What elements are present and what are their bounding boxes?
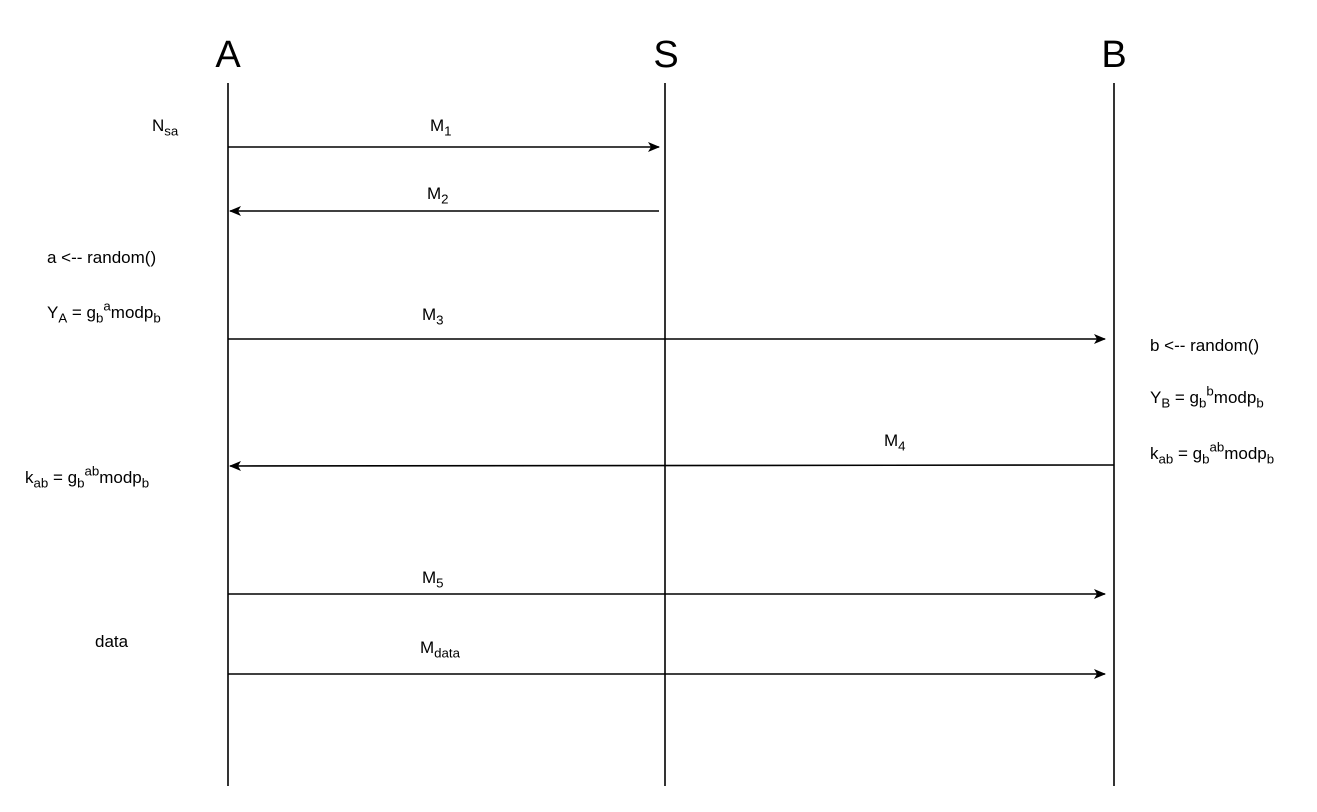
note-left-kab-k: k — [25, 468, 34, 487]
label-m3-sub: 3 — [436, 312, 444, 328]
note-yb-mod: modp — [1213, 388, 1257, 407]
note-left-kab-eq: = g — [48, 468, 78, 487]
note-right-kab-mod: modp — [1224, 444, 1267, 463]
label-m4-sub: 4 — [898, 438, 906, 454]
note-left-kab-mod: modp — [99, 468, 142, 487]
note-left-kab-p-sub: b — [141, 475, 150, 491]
note-nsa: Nsa — [152, 116, 178, 138]
label-m2-sub: 2 — [441, 191, 449, 207]
label-m3-base: M — [422, 305, 437, 324]
note-yb-g-sub: b — [1199, 395, 1207, 411]
note-yb-y-sub: B — [1161, 395, 1171, 411]
note-nsa-base: N — [152, 116, 165, 135]
label-m2: M2 — [427, 184, 449, 206]
label-m1-base: M — [430, 116, 445, 135]
party-b: B — [1101, 34, 1127, 76]
note-right-kab-k-sub: ab — [1158, 451, 1174, 467]
note-left-kab-exp: ab — [84, 463, 100, 479]
note-right-kab: kab = gbabmodpb — [1150, 441, 1274, 466]
label-m4: M4 — [884, 431, 906, 453]
label-m1-sub: 1 — [444, 123, 452, 139]
note-b-random: b <-- random() — [1150, 336, 1260, 355]
note-left-kab: kab = gbabmodpb — [25, 465, 149, 490]
party-s: S — [653, 34, 679, 76]
note-ya-y-sub: A — [58, 310, 68, 326]
label-m5: M5 — [422, 568, 444, 590]
note-yb: YB = gbbmodpb — [1150, 385, 1264, 410]
note-yb-eq: = g — [1170, 388, 1200, 407]
party-a: A — [215, 34, 241, 76]
note-ya-p-sub: b — [153, 310, 161, 326]
label-m4-base: M — [884, 431, 899, 450]
note-ya-g-sub: b — [96, 310, 104, 326]
note-ya-exp: a — [103, 298, 111, 314]
note-right-kab-p-sub: b — [1266, 451, 1275, 467]
note-left-kab-k-sub: ab — [33, 475, 49, 491]
note-right-kab-exp: ab — [1209, 439, 1225, 455]
label-mdata-base: M — [420, 638, 435, 657]
note-ya: YA = gbamodpb — [47, 300, 161, 325]
label-m5-base: M — [422, 568, 437, 587]
note-a-random: a <-- random() — [47, 248, 157, 267]
note-ya-eq: = g — [67, 303, 97, 322]
note-yb-p-sub: b — [1256, 395, 1264, 411]
note-yb-exp: b — [1206, 383, 1214, 399]
label-m5-sub: 5 — [436, 575, 444, 591]
label-mdata-sub: data — [434, 645, 460, 661]
note-nsa-sub: sa — [164, 123, 179, 139]
note-ya-y: Y — [47, 303, 59, 322]
label-m3: M3 — [422, 305, 444, 327]
arrow-m4 — [229, 460, 1115, 471]
label-mdata: Mdata — [420, 638, 460, 660]
note-right-kab-eq: = g — [1173, 444, 1203, 463]
note-data: data — [95, 632, 129, 651]
note-right-kab-k: k — [1150, 444, 1159, 463]
note-right-kab-g-sub: b — [1202, 451, 1210, 467]
note-ya-mod: modp — [110, 303, 154, 322]
note-yb-y: Y — [1150, 388, 1162, 407]
note-left-kab-g-sub: b — [77, 475, 85, 491]
label-m1: M1 — [430, 116, 452, 138]
label-m2-base: M — [427, 184, 442, 203]
